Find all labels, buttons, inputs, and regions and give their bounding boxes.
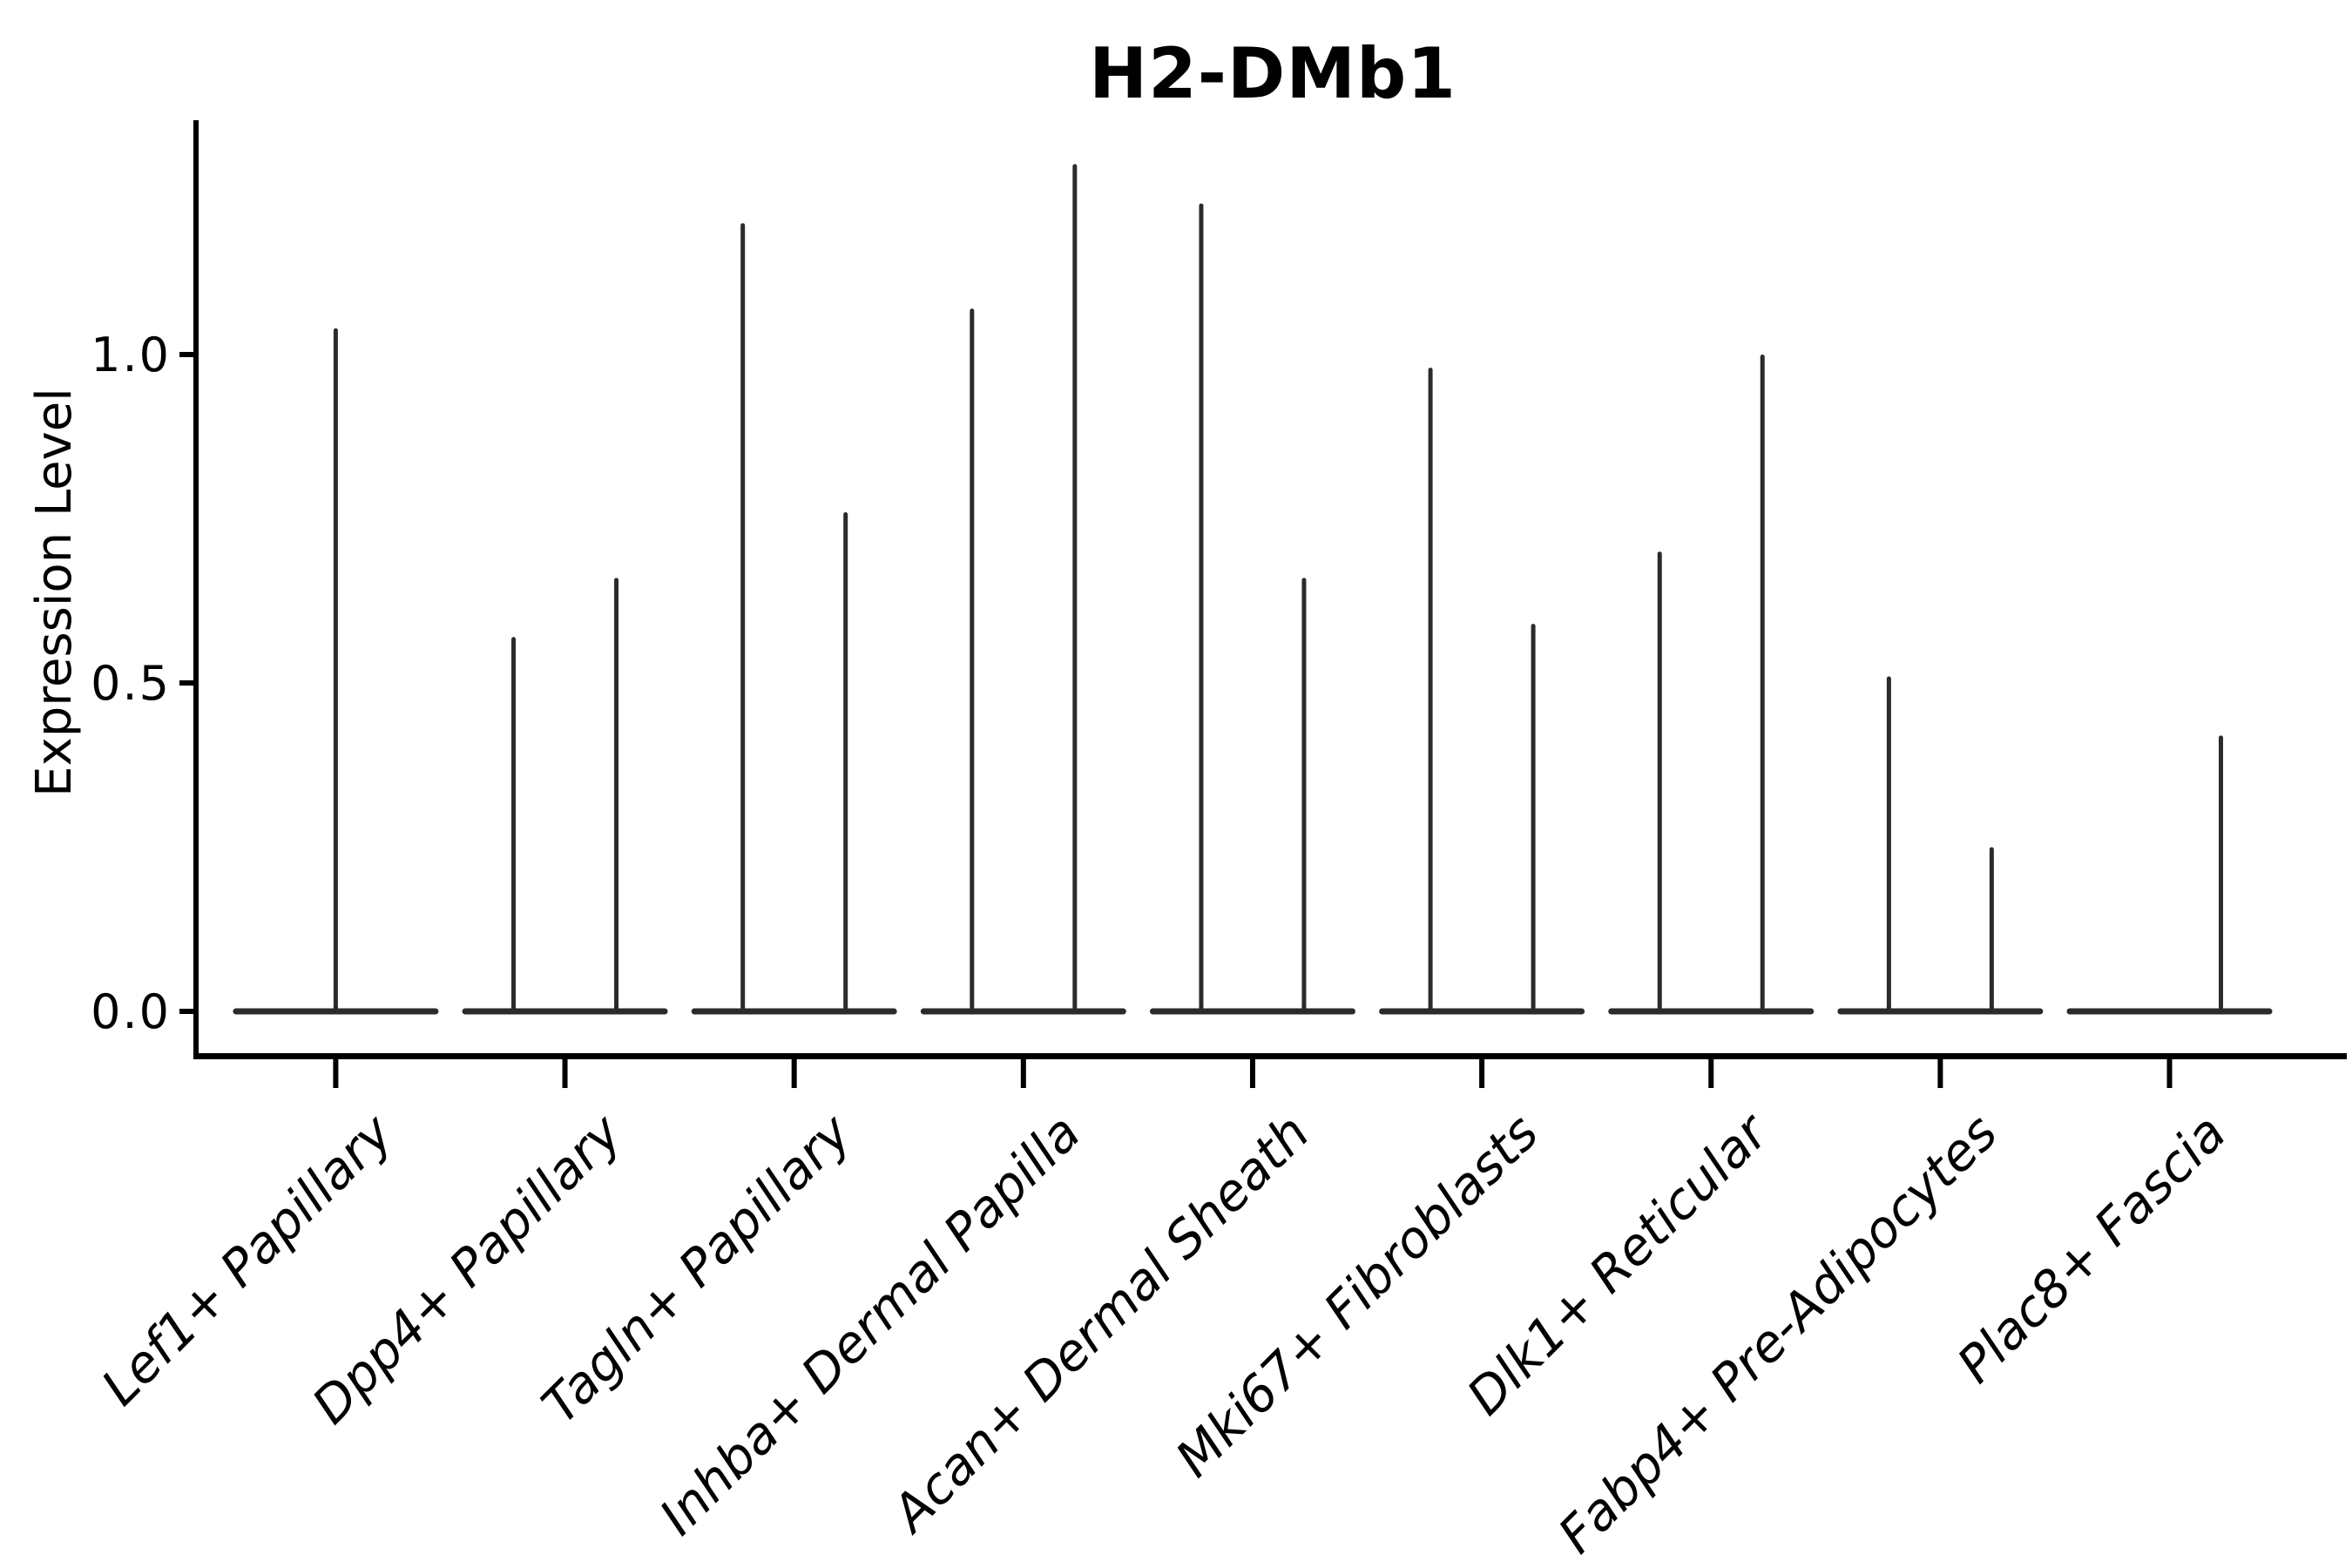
violin-base <box>462 1008 668 1015</box>
y-tick-mark <box>179 1009 193 1014</box>
x-tick-mark <box>1249 1059 1255 1088</box>
left-spine <box>193 120 199 1059</box>
violin-base <box>691 1008 897 1015</box>
x-tick-mark <box>791 1059 797 1088</box>
x-tick-mark <box>1479 1059 1485 1088</box>
violin-base <box>1379 1008 1585 1015</box>
violin-base <box>1149 1008 1355 1015</box>
violin-base <box>1837 1008 2044 1015</box>
x-tick-mark <box>562 1059 568 1088</box>
x-tick-mark <box>1708 1059 1714 1088</box>
chart-title: H2-DMb1 <box>1089 33 1456 114</box>
y-tick-label: 0.5 <box>91 655 171 711</box>
x-tick-mark <box>2166 1059 2173 1088</box>
x-tick-mark <box>333 1059 339 1088</box>
y-axis-label: Expression Level <box>26 388 83 797</box>
y-tick-label: 0.0 <box>91 983 171 1039</box>
bottom-spine <box>193 1053 2347 1059</box>
violin-base <box>1608 1008 1815 1015</box>
x-tick-mark <box>1020 1059 1026 1088</box>
violin-base <box>2066 1008 2273 1015</box>
y-tick-label: 1.0 <box>91 327 171 382</box>
y-tick-mark <box>179 352 193 357</box>
y-tick-mark <box>179 680 193 686</box>
violin-base <box>920 1008 1126 1015</box>
x-tick-mark <box>1937 1059 1943 1088</box>
